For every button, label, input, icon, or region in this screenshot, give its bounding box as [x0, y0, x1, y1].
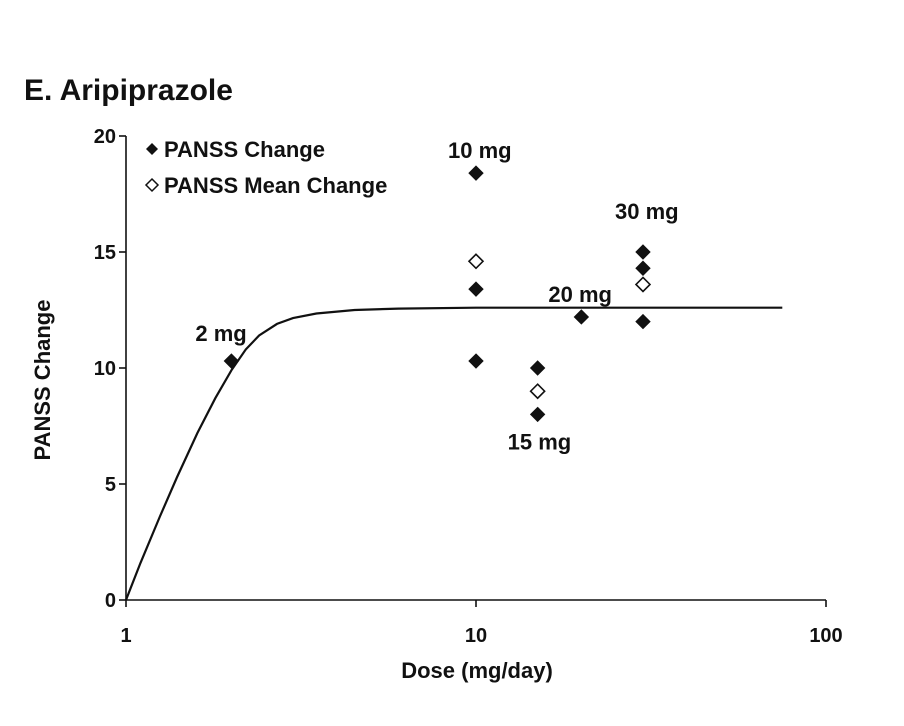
panss-change-point [573, 309, 590, 325]
panss-change-point [635, 244, 651, 260]
panss-change-point [223, 353, 240, 369]
dose-annotation-label: 30 mg [615, 199, 679, 224]
panss-mean-change-point [529, 383, 546, 400]
axes: 0 5 10 15 20 1 10 100 [94, 126, 843, 647]
chart-title: E. Aripiprazole [24, 74, 233, 107]
panss-mean-change-point [634, 276, 652, 293]
fit-curve-layer [124, 306, 783, 601]
panss-change-point [635, 260, 651, 276]
legend-label-panss-change: PANSS Change [164, 137, 325, 162]
dose-annotation-label: 20 mg [548, 282, 612, 307]
legend-marker-panss-change [146, 143, 158, 155]
panss-change-point [529, 406, 546, 423]
y-tick-label: 10 [94, 358, 116, 380]
panss-change-point [468, 353, 484, 369]
legend-label-panss-mean-change: PANSS Mean Change [164, 173, 387, 198]
annotation-layer: 2 mg 10 mg 15 mg 20 mg 30 mg [195, 138, 678, 454]
panss-change-point [468, 281, 484, 297]
dose-annotation-label: 15 mg [508, 429, 572, 454]
panss-change-point [635, 313, 651, 330]
dose-annotation-label: 10 mg [448, 138, 512, 163]
y-axis-label: PANSS Change [30, 300, 55, 461]
dose-annotation-label: 2 mg [195, 321, 246, 346]
y-tick-label: 5 [105, 474, 116, 496]
x-tick-label: 1 [120, 625, 131, 647]
legend-marker-panss-mean-change [144, 177, 160, 193]
y-tick-label: 0 [105, 590, 116, 612]
points-layer [223, 165, 652, 423]
y-tick-label: 20 [94, 126, 116, 148]
panss-change-point [529, 360, 546, 376]
x-tick-label: 100 [809, 625, 842, 647]
y-tick-label: 15 [94, 242, 116, 264]
panss-mean-change-point [467, 253, 485, 270]
legend: PANSS Change PANSS Mean Change [144, 137, 387, 198]
panss-change-point [468, 165, 484, 181]
x-tick-label: 10 [465, 625, 487, 647]
fitted-curve-line [124, 306, 783, 601]
x-axis-label: Dose (mg/day) [401, 658, 553, 683]
